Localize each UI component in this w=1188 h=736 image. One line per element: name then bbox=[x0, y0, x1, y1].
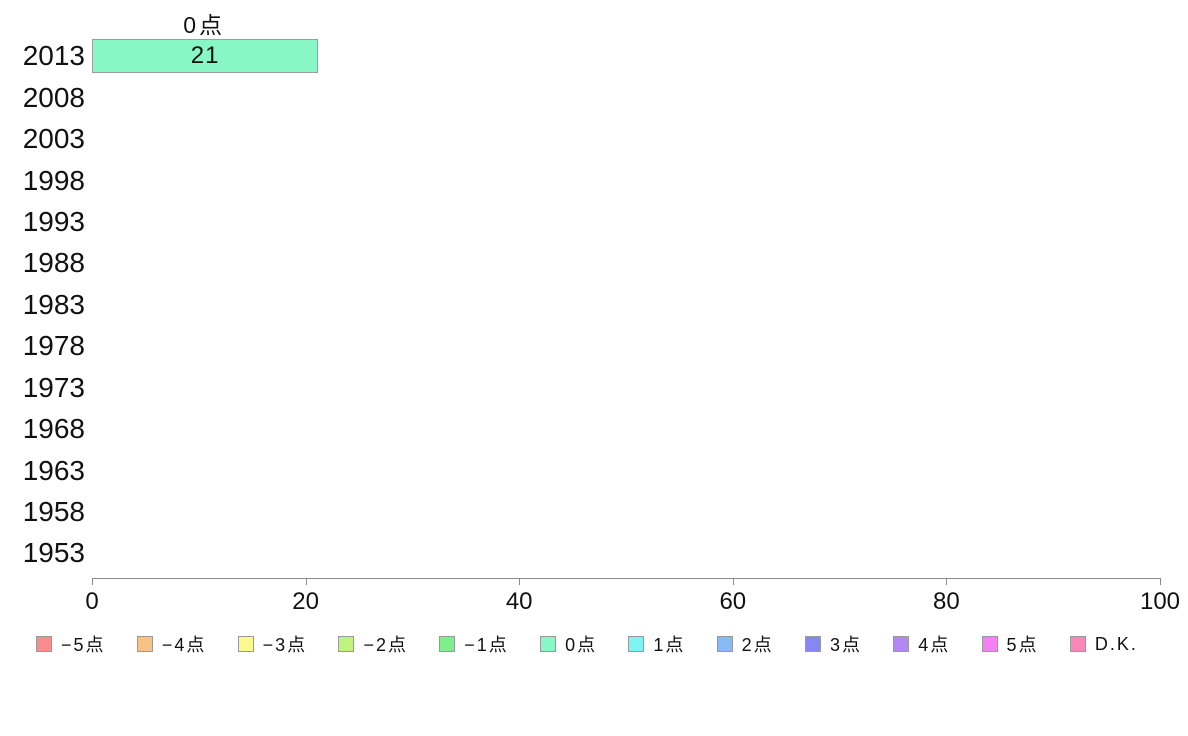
y-axis-label: 2013 bbox=[22, 40, 85, 72]
x-tick-label: 20 bbox=[292, 588, 319, 615]
legend-swatch bbox=[628, 636, 645, 652]
legend-item-4点: 4点 bbox=[893, 631, 950, 657]
bar-track: 21 bbox=[92, 38, 1160, 73]
y-axis-label: 1978 bbox=[22, 330, 85, 362]
y-axis-label: 1988 bbox=[22, 247, 85, 279]
legend-item-−3点: −3点 bbox=[237, 631, 308, 657]
chart-row-1998: 1998 bbox=[0, 160, 1188, 201]
bar-track bbox=[92, 329, 1160, 363]
chart-row-1963: 1963 bbox=[0, 450, 1188, 491]
legend-label: 1点 bbox=[653, 635, 686, 655]
bar-value-label: 21 bbox=[190, 41, 220, 69]
chart-row-1993: 1993 bbox=[0, 201, 1188, 242]
chart-row-1953: 1953 bbox=[0, 532, 1188, 573]
chart-row-1988: 1988 bbox=[0, 242, 1188, 283]
bar-track bbox=[92, 453, 1160, 487]
bar-track bbox=[92, 246, 1160, 280]
x-tick-label: 80 bbox=[933, 588, 960, 615]
bar-track bbox=[92, 536, 1160, 570]
legend-label: 0点 bbox=[565, 635, 598, 655]
y-axis-label: 1963 bbox=[22, 454, 85, 486]
bar-track bbox=[92, 288, 1160, 322]
chart-row-2013: 2013 21 bbox=[0, 35, 1188, 76]
legend-swatch bbox=[439, 636, 456, 652]
legend-label: −3点 bbox=[262, 635, 308, 655]
legend-label: 3点 bbox=[829, 635, 862, 655]
legend-label: −1点 bbox=[464, 635, 509, 655]
legend-swatch bbox=[36, 636, 52, 652]
x-tick-label: 100 bbox=[1139, 588, 1181, 615]
legend-swatch bbox=[136, 636, 153, 652]
legend-label: −4点 bbox=[161, 635, 207, 655]
chart-row-1958: 1958 bbox=[0, 491, 1188, 532]
legend-label: 5点 bbox=[1006, 635, 1039, 655]
x-tick bbox=[92, 578, 93, 585]
chart-row-1983: 1983 bbox=[0, 284, 1188, 325]
legend-item-0点: 0点 bbox=[540, 631, 597, 657]
legend-swatch bbox=[893, 636, 910, 652]
legend-swatch bbox=[1069, 636, 1086, 652]
bar-track bbox=[92, 122, 1160, 156]
legend-item-2点: 2点 bbox=[716, 631, 774, 657]
legend-label: 2点 bbox=[741, 635, 774, 655]
y-axis-label: 1983 bbox=[22, 288, 85, 320]
bar-track bbox=[92, 205, 1160, 239]
y-axis-label: 2008 bbox=[22, 81, 85, 113]
legend-label: −5点 bbox=[61, 635, 106, 655]
bar-track bbox=[92, 80, 1160, 114]
legend-item-−1点: −1点 bbox=[439, 631, 509, 657]
chart-row-1978: 1978 bbox=[0, 325, 1188, 366]
bar-2013-0点: 21 bbox=[92, 38, 319, 73]
legend-swatch bbox=[981, 636, 998, 652]
y-axis-label: 1998 bbox=[22, 164, 85, 196]
x-tick bbox=[519, 578, 521, 585]
legend-label: D.K. bbox=[1094, 633, 1138, 654]
legend-item-D.K.: D.K. bbox=[1069, 633, 1138, 655]
chart-row-2003: 2003 bbox=[0, 118, 1188, 159]
legend-label: 4点 bbox=[918, 635, 951, 655]
legend-item-3点: 3点 bbox=[804, 631, 862, 657]
legend-item-−2点: −2点 bbox=[338, 631, 408, 657]
legend-label: −2点 bbox=[363, 635, 408, 655]
legend-swatch bbox=[338, 636, 355, 652]
bar-track bbox=[92, 370, 1160, 404]
x-axis-line bbox=[92, 578, 1161, 579]
chart-row-1968: 1968 bbox=[0, 408, 1188, 449]
x-tick bbox=[305, 578, 307, 585]
x-tick-label: 60 bbox=[719, 588, 747, 615]
legend-item-1点: 1点 bbox=[628, 631, 685, 657]
bar-series-annotation: 0点 bbox=[183, 12, 226, 38]
chart-row-2008: 2008 bbox=[0, 77, 1188, 118]
y-axis-label: 1973 bbox=[22, 371, 85, 403]
legend-item-−4点: −4点 bbox=[136, 631, 207, 657]
legend: −5点 −4点 −3点 −2点 −1点 0点 1点 2点 3点 4点 5点 D.K. bbox=[36, 628, 1138, 660]
legend-swatch bbox=[237, 636, 254, 652]
legend-swatch bbox=[804, 636, 821, 652]
legend-item-−5点: −5点 bbox=[36, 631, 106, 657]
y-axis-label: 1993 bbox=[22, 205, 85, 237]
bar-track bbox=[92, 163, 1160, 197]
bar-track bbox=[92, 412, 1160, 446]
x-tick bbox=[1160, 578, 1161, 585]
chart-row-1973: 1973 bbox=[0, 367, 1188, 408]
x-tick-label: 0 bbox=[85, 588, 99, 615]
y-axis-label: 1953 bbox=[22, 537, 85, 569]
y-axis-label: 2003 bbox=[22, 123, 85, 155]
legend-swatch bbox=[716, 636, 733, 652]
x-tick-label: 40 bbox=[505, 588, 533, 615]
legend-swatch bbox=[540, 636, 557, 652]
x-tick bbox=[732, 578, 734, 585]
x-tick bbox=[946, 578, 948, 585]
y-axis-label: 1958 bbox=[22, 495, 85, 527]
legend-item-5点: 5点 bbox=[981, 631, 1039, 657]
bar-track bbox=[92, 495, 1160, 529]
y-axis-label: 1968 bbox=[22, 413, 85, 445]
